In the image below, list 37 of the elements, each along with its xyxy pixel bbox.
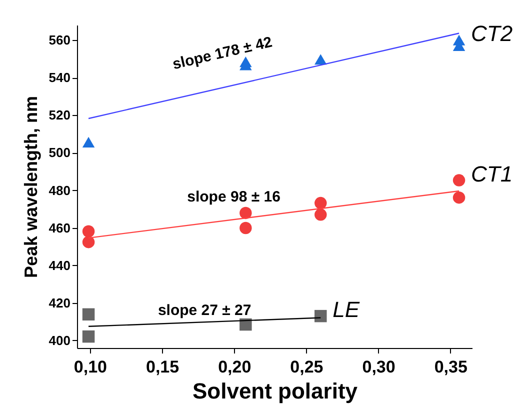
y-tick-label: 400 [48,332,70,348]
point [240,318,252,331]
point [314,310,327,322]
y-tick-label: 440 [48,258,70,273]
y-tick-label: 560 [48,32,70,48]
annotation: slope 98 ± 16 [187,188,280,206]
point [82,236,95,248]
x-tick-label: 0,15 [146,358,180,376]
point [314,196,327,210]
point [240,206,252,220]
point [82,330,95,343]
series-label: LE [332,297,360,322]
series-label: CT1 [471,161,513,186]
x-axis-title: Solvent polarity [192,378,358,404]
point [240,222,252,234]
annotation: slope 27 ± 27 [158,302,252,320]
x-tick-label: 0,20 [218,358,252,376]
x-tick-label: 0,10 [74,358,108,376]
point [82,136,95,148]
y-tick-label: 480 [48,182,70,198]
x-tick-label: 0,25 [290,358,324,376]
series-label: CT2 [471,21,513,46]
x-tick-label: 0,30 [362,358,396,376]
point [452,191,466,204]
point [452,174,466,186]
y-tick-label: 520 [48,108,70,123]
x-tick-label: 0,35 [434,358,468,376]
point [314,54,327,65]
point [82,308,95,321]
point [314,208,327,221]
annotation: slope 178 ± 42 [170,34,274,74]
y-tick-label: 460 [48,220,70,236]
y-axis-title: Peak wavelength, nm [20,96,41,278]
point [82,225,95,238]
y-tick-label: 500 [48,145,70,160]
y-tick-label: 420 [48,295,70,310]
y-tick-label: 540 [48,70,70,86]
